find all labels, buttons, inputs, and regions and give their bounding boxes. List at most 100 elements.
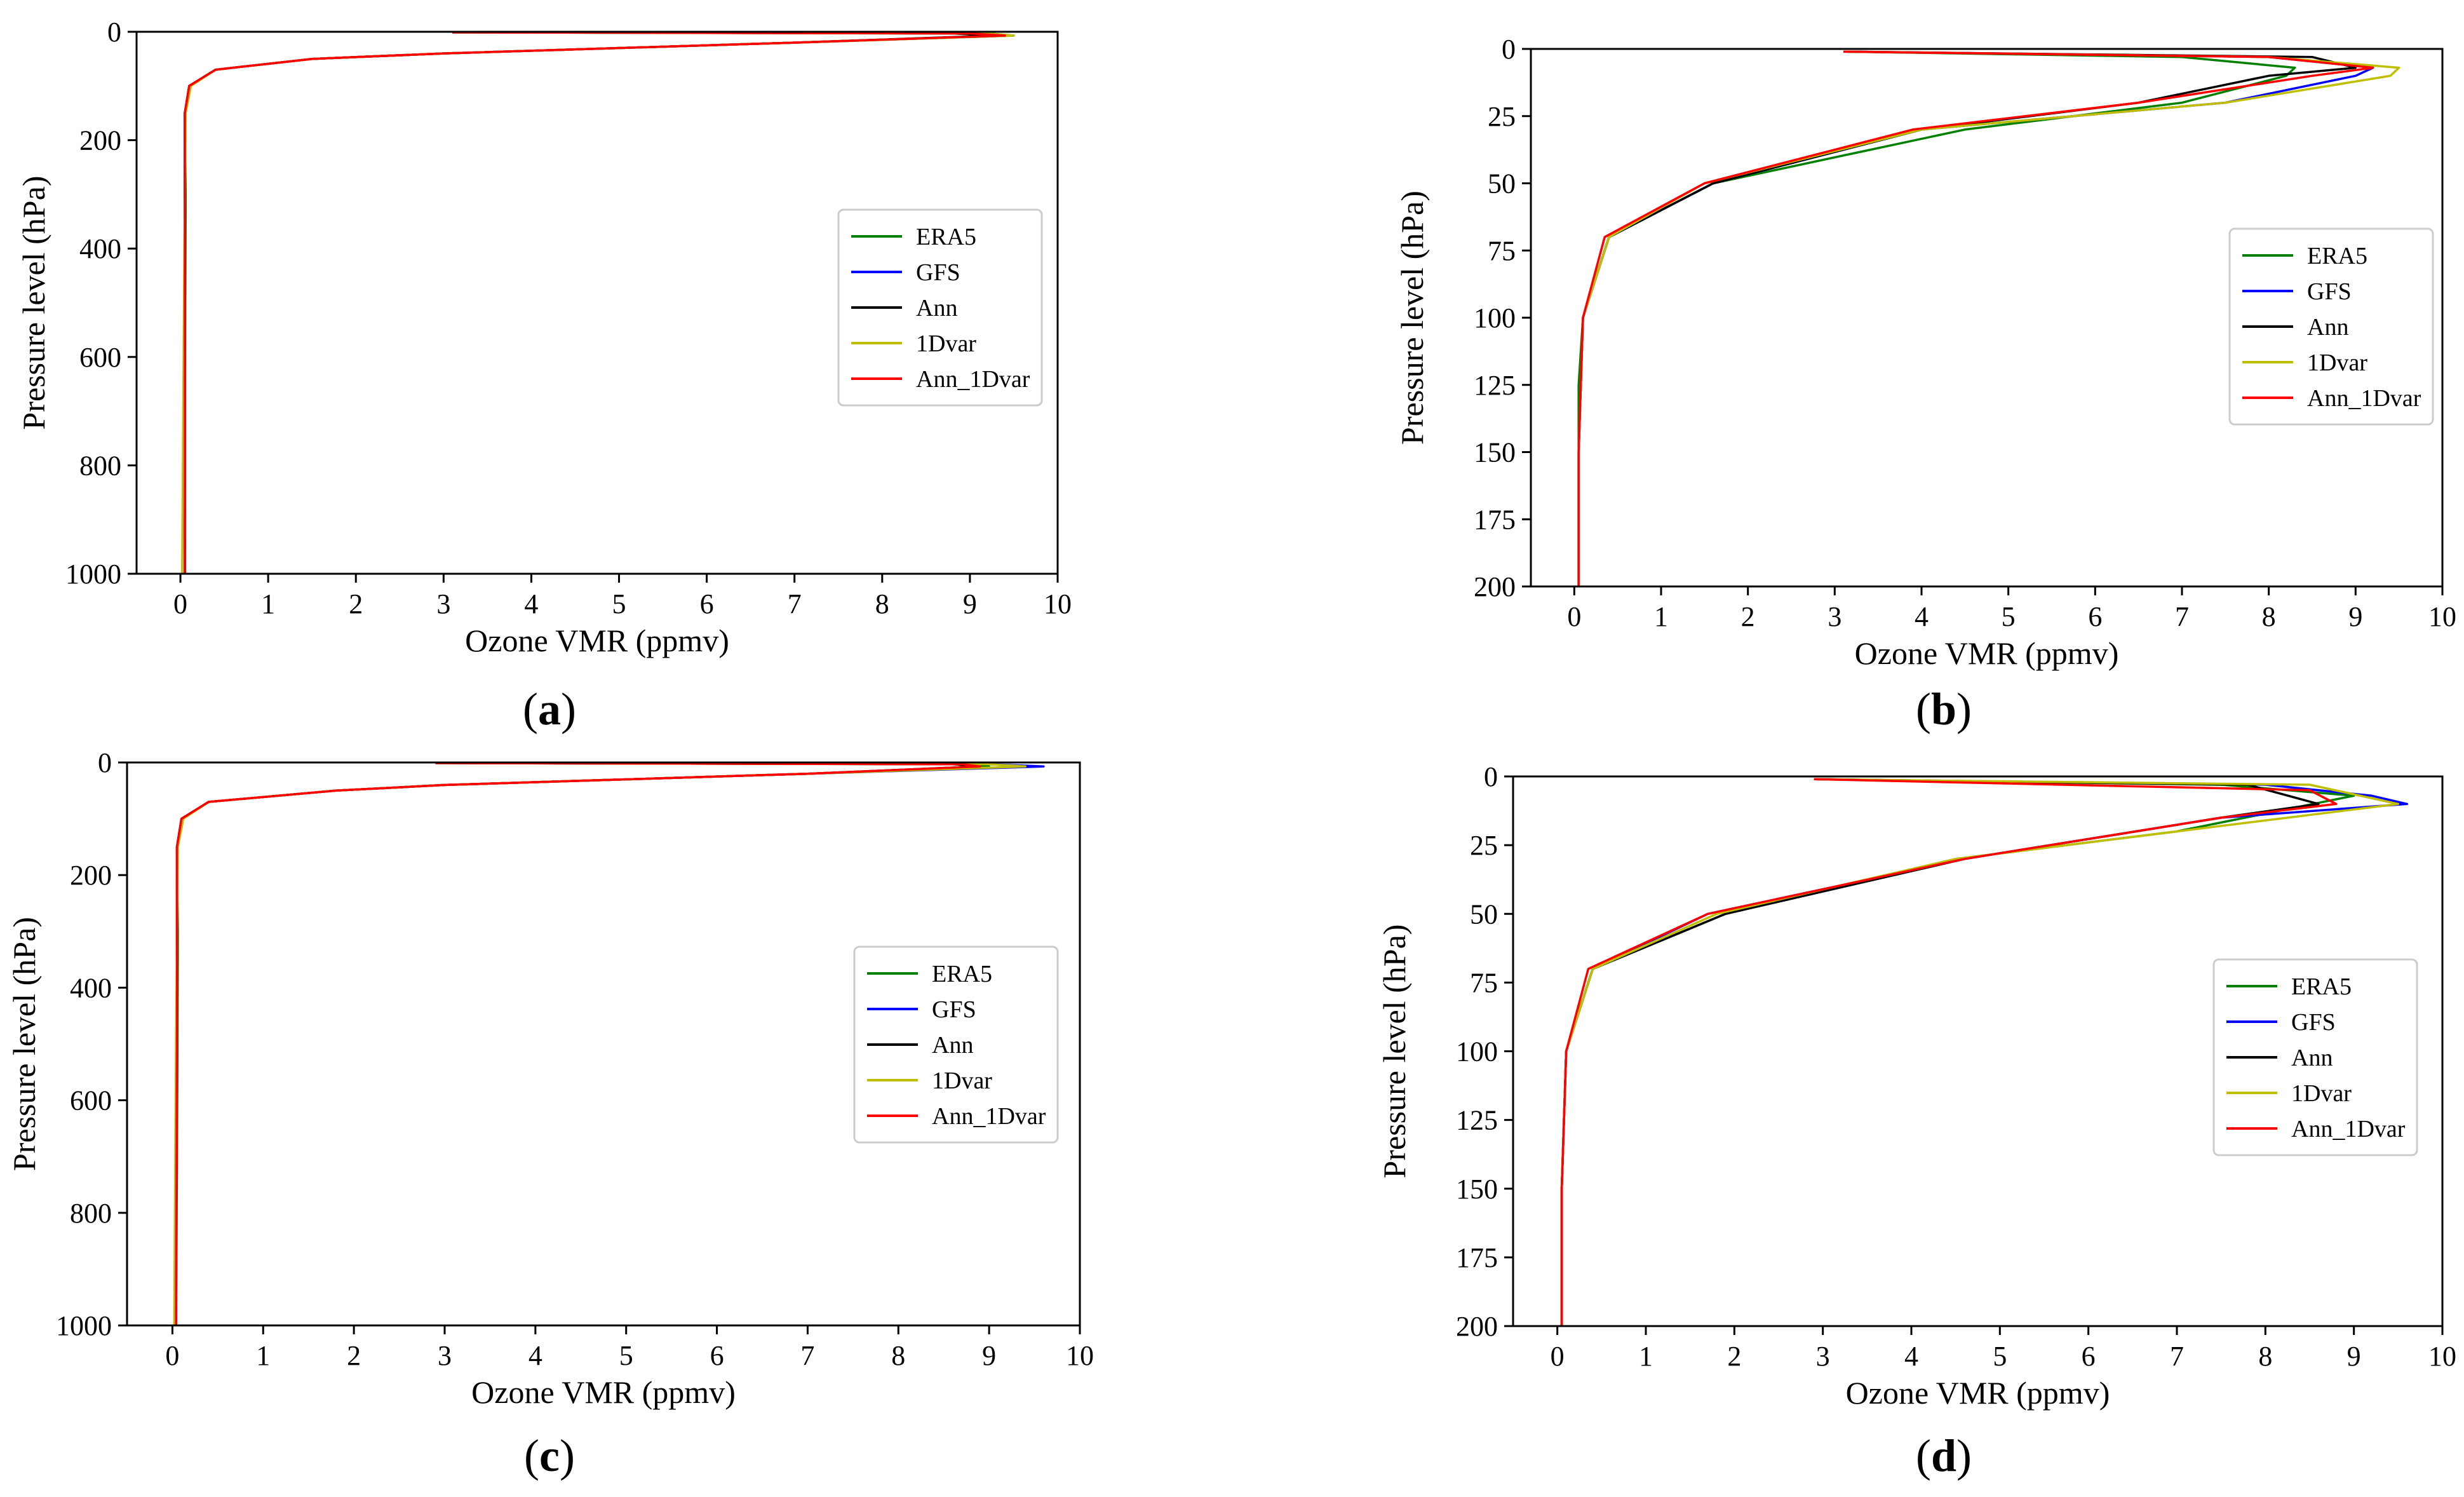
x-tick-label: 0 bbox=[165, 1340, 179, 1371]
x-tick-label: 6 bbox=[710, 1340, 724, 1371]
legend: ERA5 GFS Ann 1Dvar Ann_1Dvar bbox=[837, 208, 1043, 407]
y-tick-label: 100 bbox=[1456, 1036, 1498, 1067]
x-tick-label: 7 bbox=[788, 588, 802, 620]
x-tick-label: 6 bbox=[2082, 1341, 2096, 1372]
panel-label: (c) bbox=[524, 1430, 575, 1481]
x-tick-label: 5 bbox=[619, 1340, 633, 1371]
x-tick-label: 5 bbox=[1993, 1341, 2007, 1372]
y-tick-label: 600 bbox=[70, 1085, 112, 1116]
legend-box bbox=[2228, 227, 2434, 426]
x-tick-label: 0 bbox=[1551, 1341, 1565, 1372]
legend-label-ann_1dvar: Ann_1Dvar bbox=[916, 366, 1030, 393]
y-tick-label: 125 bbox=[1474, 370, 1516, 401]
panel-a: 0 1 2 3 4 5 6 7 8 9 10 0 200 400 600 800 1000 Ozone VMR (… bbox=[16, 17, 1072, 735]
x-tick-label: 1 bbox=[256, 1340, 270, 1371]
x-tick-label: 8 bbox=[2258, 1341, 2272, 1372]
x-tick-label: 10 bbox=[1066, 1340, 1094, 1371]
x-tick-label: 9 bbox=[2348, 601, 2362, 632]
y-axis-label: Pressure level (hPa) bbox=[6, 917, 42, 1171]
y-tick-label: 400 bbox=[79, 233, 121, 264]
legend-label-ann: Ann bbox=[916, 295, 957, 322]
x-tick-label: 2 bbox=[1727, 1341, 1741, 1372]
legend-label-gfs: GFS bbox=[2291, 1009, 2336, 1036]
x-tick-label: 4 bbox=[528, 1340, 542, 1371]
x-tick-label: 5 bbox=[2002, 601, 2016, 632]
y-tick-label: 25 bbox=[1470, 830, 1498, 861]
x-tick-label: 8 bbox=[2262, 601, 2276, 632]
y-tick-label: 100 bbox=[1474, 302, 1516, 334]
y-tick-label: 400 bbox=[70, 972, 112, 1003]
series-lines bbox=[173, 762, 1045, 1326]
x-tick-label: 9 bbox=[963, 588, 977, 620]
legend-label-ann_1dvar: Ann_1Dvar bbox=[2291, 1116, 2406, 1142]
y-tick-label: 0 bbox=[98, 747, 112, 778]
panel-label: (b) bbox=[1916, 684, 1972, 735]
legend-label-ann: Ann bbox=[2291, 1045, 2333, 1071]
y-tick-label: 175 bbox=[1456, 1242, 1498, 1273]
legend-label-era5: ERA5 bbox=[932, 961, 992, 987]
y-tick-label: 150 bbox=[1456, 1174, 1498, 1205]
series-line-ann_1dvar bbox=[175, 762, 981, 1326]
y-tick-label: 0 bbox=[107, 17, 121, 48]
x-tick-label: 7 bbox=[800, 1340, 814, 1371]
x-tick-label: 8 bbox=[891, 1340, 905, 1371]
panel-c: 0 1 2 3 4 5 6 7 8 9 10 0 200 400 600 800 1000 Ozone VMR (… bbox=[6, 747, 1094, 1481]
y-tick-label: 800 bbox=[70, 1198, 112, 1229]
x-tick-label: 10 bbox=[1044, 588, 1072, 620]
y-tick-label: 600 bbox=[79, 342, 121, 373]
panel-b: 0 1 2 3 4 5 6 7 8 9 100255075100125150175200Ozone … bbox=[1394, 34, 2456, 735]
y-tick-label: 800 bbox=[79, 450, 121, 481]
series-lines bbox=[1560, 778, 2409, 1326]
legend-label-1dvar: 1Dvar bbox=[932, 1067, 992, 1094]
series-lines bbox=[181, 31, 1015, 574]
x-tick-label: 4 bbox=[524, 588, 538, 620]
legend-label-era5: ERA5 bbox=[2291, 973, 2352, 1000]
y-tick-label: 75 bbox=[1470, 967, 1498, 998]
x-tick-label: 1 bbox=[1639, 1341, 1653, 1372]
legend-label-1dvar: 1Dvar bbox=[916, 330, 976, 357]
x-tick-label: 1 bbox=[1654, 601, 1668, 632]
plot-frame bbox=[126, 761, 1081, 1327]
y-tick-label: 200 bbox=[1456, 1311, 1498, 1342]
x-tick-label: 4 bbox=[1915, 601, 1929, 632]
series-line-ann_1dvar bbox=[184, 31, 1006, 574]
x-tick-label: 7 bbox=[2175, 601, 2189, 632]
legend-label-era5: ERA5 bbox=[2307, 243, 2367, 269]
x-tick-label: 5 bbox=[612, 588, 626, 620]
x-axis-label: Ozone VMR (ppmv) bbox=[471, 1374, 736, 1410]
legend: ERA5 GFS Ann 1Dvar Ann_1Dvar bbox=[853, 945, 1059, 1144]
legend-label-gfs: GFS bbox=[932, 996, 976, 1023]
x-tick-label: 9 bbox=[2347, 1341, 2361, 1372]
legend: ERA5 GFS Ann 1Dvar Ann_1Dvar bbox=[2212, 958, 2418, 1156]
legend-label-ann: Ann bbox=[2307, 314, 2348, 341]
y-tick-label: 50 bbox=[1488, 168, 1516, 200]
y-tick-label: 0 bbox=[1502, 34, 1516, 65]
y-tick-label: 175 bbox=[1474, 504, 1516, 535]
y-tick-label: 150 bbox=[1474, 437, 1516, 468]
y-tick-label: 75 bbox=[1488, 235, 1516, 266]
legend-box bbox=[853, 945, 1059, 1144]
x-axis-label: Ozone VMR (ppmv) bbox=[1846, 1375, 2110, 1411]
x-axis-label: Ozone VMR (ppmv) bbox=[465, 623, 729, 658]
legend-label-era5: ERA5 bbox=[916, 224, 976, 250]
x-tick-label: 0 bbox=[173, 588, 187, 620]
x-tick-label: 3 bbox=[438, 1340, 452, 1371]
y-tick-label: 200 bbox=[1474, 571, 1516, 602]
x-axis-label: Ozone VMR (ppmv) bbox=[1855, 635, 2119, 671]
x-tick-label: 6 bbox=[2088, 601, 2102, 632]
x-tick-label: 1 bbox=[261, 588, 275, 620]
legend-label-gfs: GFS bbox=[2307, 278, 2352, 305]
panel-d: 0 1 2 3 4 5 6 7 8 9 100255075100125150175200Ozone … bbox=[1377, 761, 2456, 1481]
legend: ERA5 GFS Ann 1Dvar Ann_1Dvar bbox=[2228, 227, 2434, 426]
x-tick-label: 7 bbox=[2170, 1341, 2184, 1372]
y-tick-label: 125 bbox=[1456, 1105, 1498, 1136]
y-tick-label: 25 bbox=[1488, 101, 1516, 132]
legend-label-1dvar: 1Dvar bbox=[2291, 1080, 2352, 1107]
legend-label-gfs: GFS bbox=[916, 259, 960, 286]
y-tick-label: 50 bbox=[1470, 898, 1498, 930]
legend-box bbox=[2212, 958, 2418, 1156]
y-axis-label: Pressure level (hPa) bbox=[16, 176, 51, 430]
x-tick-label: 2 bbox=[349, 588, 363, 620]
